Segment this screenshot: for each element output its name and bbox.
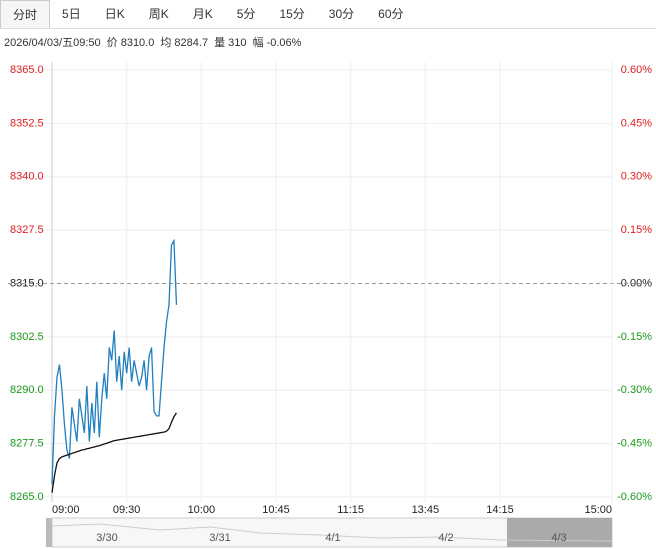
y2-tick-label: 0.15%	[621, 224, 652, 236]
y-tick-label: 8290.0	[10, 384, 44, 396]
label: 价	[106, 37, 118, 49]
tab[interactable]: 60分	[378, 7, 404, 21]
y2-tick-label: 0.45%	[621, 117, 652, 129]
tab[interactable]: 15分	[279, 7, 305, 21]
y-tick-label: 8365.0	[10, 64, 44, 76]
y2-tick-label: -0.15%	[617, 331, 652, 343]
tab[interactable]: 分时	[0, 0, 51, 28]
value: 8284.7	[174, 37, 209, 49]
x-tick-label: 09:00	[52, 504, 80, 516]
x-tick-label: 15:00	[584, 504, 612, 516]
tab-bar: 分时 5日 日K 周K 月K 5分 15分 30分 60分	[0, 0, 656, 29]
x-tick-label: 09:30	[113, 504, 141, 516]
tab[interactable]: 月K	[192, 7, 213, 21]
navigator-date: 4/2	[438, 532, 453, 544]
x-tick-label: 10:00	[188, 504, 216, 516]
navigator-trace	[51, 523, 613, 542]
series-line	[51, 412, 177, 493]
tab[interactable]: 周K	[148, 7, 169, 21]
y-tick-label: 8302.5	[10, 331, 44, 343]
navigator-date: 3/31	[209, 532, 230, 544]
y2-tick-label: -0.60%	[617, 491, 652, 503]
navigator-date: 4/3	[551, 532, 566, 544]
y2-tick-label: 0.60%	[621, 64, 652, 76]
y2-tick-label: 0.00%	[621, 277, 652, 289]
tab[interactable]: 5分	[236, 7, 256, 21]
y-tick-label: 8315.0	[10, 277, 44, 289]
tab[interactable]: 日K	[104, 7, 125, 21]
y-tick-label: 8340.0	[10, 171, 44, 183]
x-tick-label: 14:15	[486, 504, 514, 516]
y-tick-label: 8327.5	[10, 224, 44, 236]
series-line	[51, 238, 178, 485]
value: -0.06%	[266, 37, 302, 49]
x-tick-label: 13:45	[412, 504, 440, 516]
navigator-date: 4/1	[325, 532, 340, 544]
navigator-handle[interactable]	[46, 518, 52, 547]
value: 310	[228, 37, 247, 49]
tab[interactable]: 5日	[62, 7, 81, 21]
info-bar: 2026/04/03/五09:50 价 8310.0 均 8284.7 量 310 幅…	[4, 34, 304, 50]
y-tick-label: 8265.0	[10, 491, 44, 503]
tab[interactable]: 30分	[328, 7, 355, 21]
y2-tick-label: -0.45%	[617, 438, 652, 450]
y-tick-label: 8277.5	[10, 438, 44, 450]
navigator-window[interactable]	[507, 518, 612, 547]
navigator-date: 3/30	[96, 532, 117, 544]
label: 幅	[252, 37, 264, 49]
y-tick-label: 8352.5	[10, 117, 44, 129]
y2-tick-label: 0.30%	[621, 171, 652, 183]
x-tick-label: 11:15	[337, 504, 364, 516]
label: 量	[214, 37, 226, 49]
datetime: 2026/04/03/五09:50	[4, 37, 101, 49]
y2-tick-label: -0.30%	[617, 384, 652, 396]
value: 8310.0	[120, 37, 155, 49]
x-tick-label: 10:45	[262, 504, 290, 516]
label: 均	[160, 37, 172, 49]
